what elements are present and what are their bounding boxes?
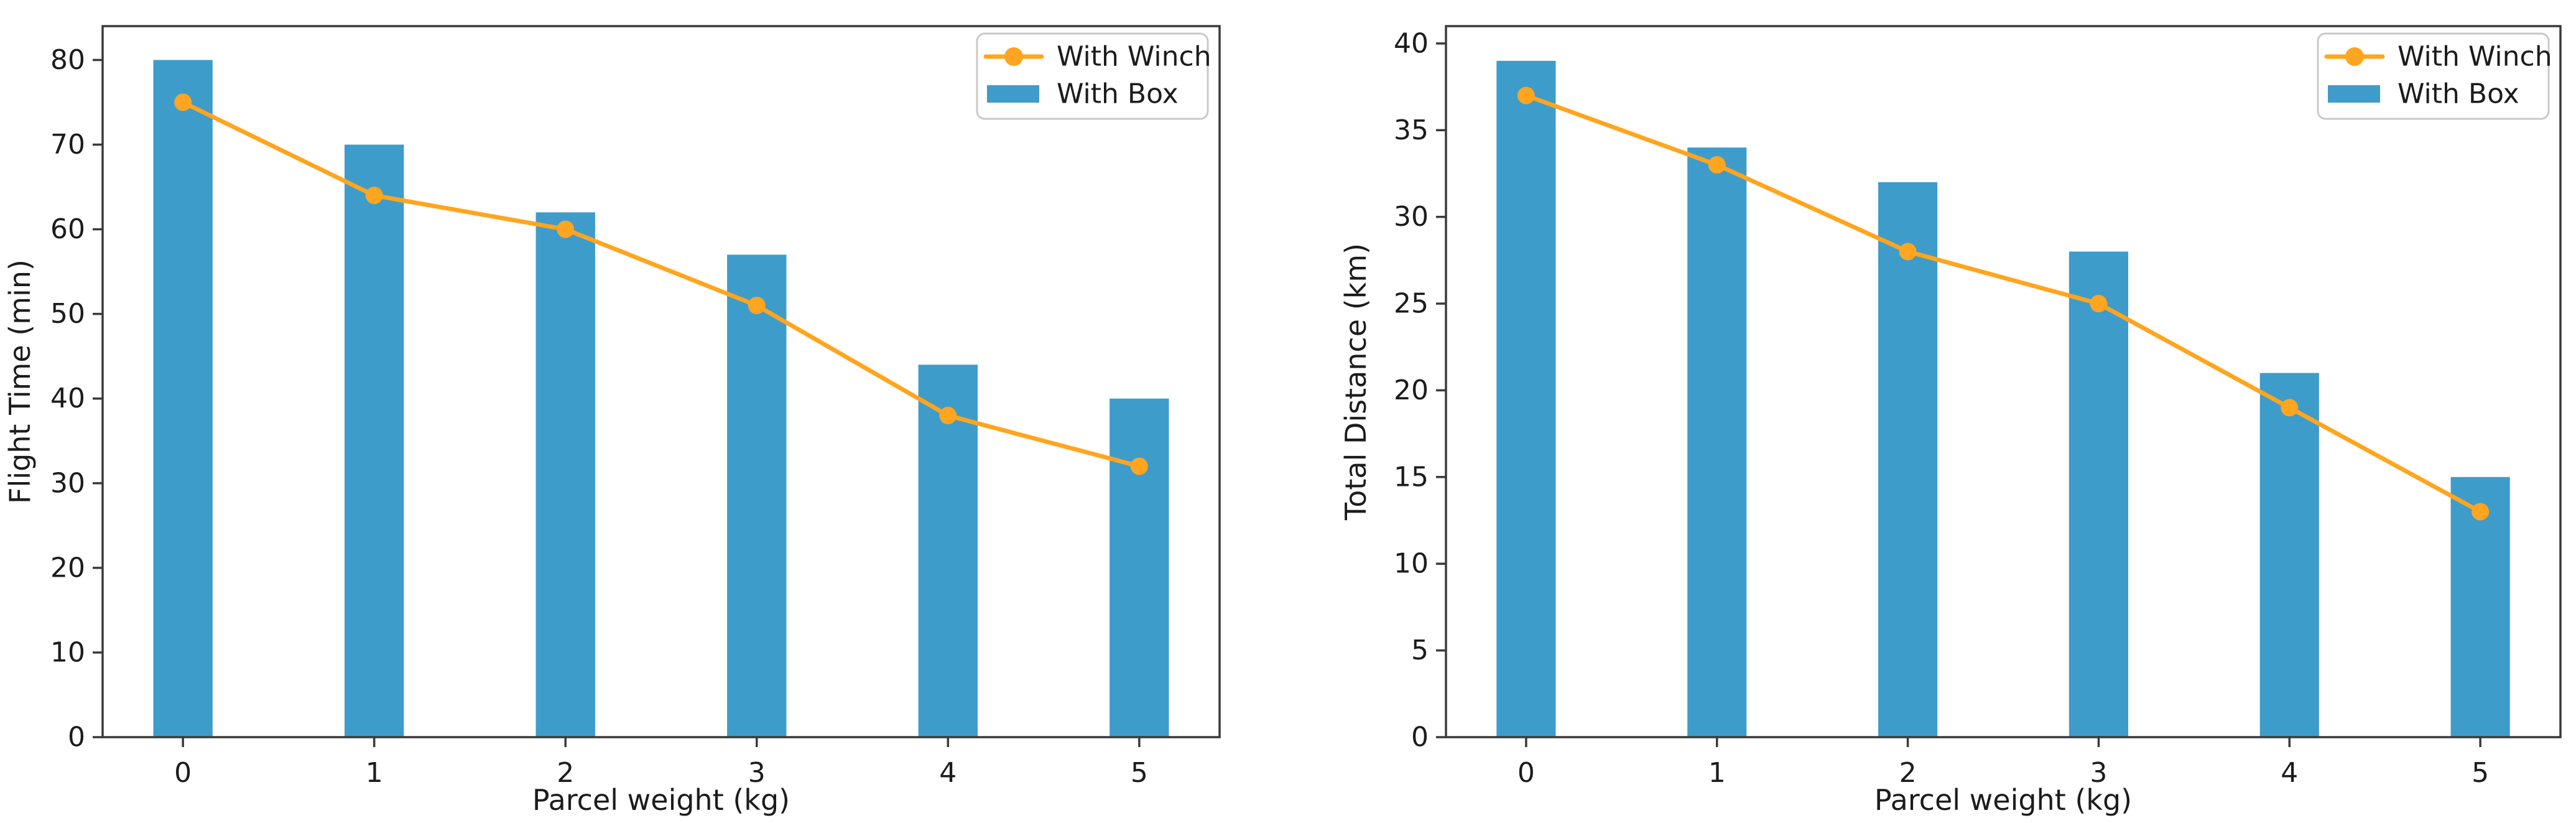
y-tick-label: 35 xyxy=(1394,114,1429,146)
x-tick-label: 4 xyxy=(939,757,957,789)
x-tick-label: 4 xyxy=(2281,757,2298,789)
x-tick-label: 3 xyxy=(2090,757,2107,789)
bar-x2 xyxy=(535,212,595,737)
y-tick-label: 10 xyxy=(1394,548,1429,580)
y-axis: 0 10 20 30 40 50 60 70 80 xyxy=(50,44,103,753)
y-tick-label: 25 xyxy=(1394,288,1429,320)
winch-marker-x0 xyxy=(1517,86,1535,105)
y-tick-label: 30 xyxy=(1394,201,1429,233)
bar-x4 xyxy=(2259,373,2319,737)
legend-winch-marker-swatch xyxy=(1004,47,1023,66)
winch-marker-x3 xyxy=(2090,295,2108,313)
y-tick-label: 80 xyxy=(50,44,85,76)
x-tick-label: 5 xyxy=(1131,757,1148,789)
x-tick-label: 2 xyxy=(1899,757,1917,789)
y-tick-label: 40 xyxy=(50,383,85,414)
winch-marker-x5 xyxy=(1130,457,1148,475)
x-tick-label: 3 xyxy=(748,757,766,789)
y-tick-label: 60 xyxy=(50,213,85,245)
bar-x1 xyxy=(1687,147,1747,737)
bar-x1 xyxy=(345,144,404,737)
chart-total-distance: 0 5 10 15 20 25 30 35 40 0 1 2 3 4 5 Parcel weight (kg)… xyxy=(1288,0,2576,823)
legend-box-swatch xyxy=(987,85,1039,103)
y-tick-label: 0 xyxy=(68,722,85,753)
winch-marker-x4 xyxy=(939,406,957,424)
y-tick-label: 0 xyxy=(1411,722,1429,753)
x-tick-label: 1 xyxy=(1708,757,1726,789)
x-tick-label: 0 xyxy=(1517,757,1535,789)
y-axis: 0 5 10 15 20 25 30 35 40 xyxy=(1394,27,1446,753)
x-tick-label: 1 xyxy=(366,757,383,789)
bar-x4 xyxy=(918,365,978,737)
chart-total-distance-plot: 0 5 10 15 20 25 30 35 40 0 1 2 3 4 5 Parcel weight (kg)… xyxy=(1339,25,2562,817)
legend-label-with-box: With Box xyxy=(1057,78,1179,110)
y-tick-label: 5 xyxy=(1411,635,1429,666)
legend-winch-marker-swatch xyxy=(2345,47,2364,66)
bars-group xyxy=(1496,60,2510,737)
winch-marker-x5 xyxy=(2472,503,2490,521)
winch-marker-x1 xyxy=(1708,156,1726,174)
chart-flight-time: 0 10 20 30 40 50 60 70 80 0 1 2 3 4 5 Parcel weight (kg… xyxy=(3,25,1221,817)
bar-x5 xyxy=(1110,398,1169,737)
legend-label-with-box: With Box xyxy=(2398,78,2519,110)
bar-x3 xyxy=(2069,251,2128,737)
winch-marker-x2 xyxy=(1899,243,1917,261)
legend-label-with-winch: With Winch xyxy=(2398,41,2552,73)
winch-marker-x3 xyxy=(748,297,766,315)
bars-group xyxy=(153,60,1169,738)
legend-label-with-winch: With Winch xyxy=(1057,41,1212,73)
y-tick-label: 15 xyxy=(1394,461,1429,493)
x-axis: 0 1 2 3 4 5 xyxy=(174,737,1148,789)
x-axis-label: Parcel weight (kg) xyxy=(532,783,790,817)
legend-box-swatch xyxy=(2328,85,2380,103)
plot-border xyxy=(101,25,1221,738)
winch-marker-x2 xyxy=(557,220,575,238)
y-axis-label: Flight Time (min) xyxy=(3,259,37,504)
legend: With Winch With Box xyxy=(2317,32,2552,120)
winch-line-group xyxy=(174,93,1148,475)
bar-x0 xyxy=(1496,60,1556,737)
bar-x3 xyxy=(727,254,787,738)
y-tick-label: 30 xyxy=(50,467,85,499)
winch-line xyxy=(1524,93,2483,514)
x-axis: 0 1 2 3 4 5 xyxy=(1517,737,2489,789)
chart-flight-time-plot: 0 10 20 30 40 50 60 70 80 0 1 2 3 4 5 Parcel weight (kg… xyxy=(3,25,1221,817)
plot-border xyxy=(1445,25,2562,738)
legend: With Winch With Box xyxy=(976,32,1212,120)
y-tick-label: 70 xyxy=(50,129,85,160)
y-tick-label: 40 xyxy=(1394,27,1429,59)
bar-x0 xyxy=(153,60,213,737)
bar-x2 xyxy=(1878,182,1938,737)
winch-marker-x0 xyxy=(174,93,192,111)
y-tick-label: 20 xyxy=(50,552,85,584)
winch-marker-x4 xyxy=(2281,399,2299,417)
x-axis-label: Parcel weight (kg) xyxy=(1874,783,2132,817)
x-tick-label: 5 xyxy=(2472,757,2489,789)
y-tick-label: 10 xyxy=(50,636,85,668)
y-tick-label: 20 xyxy=(1394,374,1429,406)
winch-line xyxy=(180,100,1142,469)
x-tick-label: 2 xyxy=(557,757,574,789)
x-tick-label: 0 xyxy=(174,757,192,789)
winch-marker-x1 xyxy=(365,187,383,205)
y-axis-label: Total Distance (km) xyxy=(1339,243,1373,521)
winch-line-group xyxy=(1517,86,2490,521)
y-tick-label: 50 xyxy=(50,298,85,330)
